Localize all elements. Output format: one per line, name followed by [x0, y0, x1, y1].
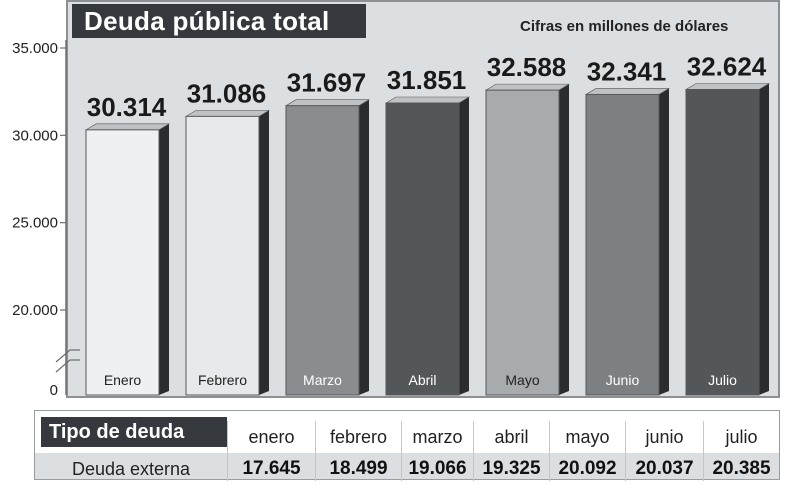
table-cell: 19.325: [473, 453, 549, 481]
table-cell: 19.066: [401, 453, 473, 481]
bar-value-label: 32.624: [687, 52, 767, 82]
bar-chart: 20.000 25.000 30.000 35.000 0 Enero 30.314 Febr…: [12, 40, 771, 399]
y-tick-label: 20.000: [12, 302, 58, 319]
bar-side: [459, 97, 469, 395]
month-header: julio: [703, 421, 779, 453]
chart-title: Deuda pública total: [72, 4, 366, 38]
bar: [85, 129, 160, 396]
y-tick-label: 25.000: [12, 215, 58, 232]
bar-value-label: 31.697: [287, 68, 367, 98]
bar-top: [684, 83, 771, 90]
bar: [385, 102, 460, 396]
bar-top: [484, 83, 571, 91]
bar-value-label: 31.086: [187, 78, 267, 108]
bar: [585, 93, 660, 396]
y-tick-label: 0: [50, 382, 58, 399]
axis-break-marker: [55, 359, 80, 373]
table-header-label: Tipo de deuda: [41, 417, 227, 447]
month-header: febrero: [315, 421, 401, 453]
table-cell: 20.385: [703, 453, 779, 481]
bar-top: [84, 123, 171, 131]
bar-value-label: 31.851: [387, 65, 467, 95]
table-cell: 20.092: [549, 453, 625, 481]
chart-subtitle: Cifras en millones de dólares: [520, 18, 729, 35]
debt-table: Tipo de deuda enero febrero marzo abril …: [34, 410, 780, 481]
table-cell: 20.037: [625, 453, 703, 481]
axis-break-marker: [55, 349, 80, 363]
bar-category-label: Marzo: [303, 372, 342, 388]
bar-top: [184, 110, 271, 117]
bar-side: [659, 88, 669, 396]
y-tick-label: 35.000: [12, 40, 58, 57]
bar-value-label: 30.314: [87, 92, 167, 122]
bar-top: [584, 88, 671, 95]
bar-top: [384, 96, 471, 104]
bar-category-label: Mayo: [505, 372, 539, 388]
bar-top: [284, 99, 371, 106]
bar-category-label: Julio: [708, 372, 737, 388]
bar-side: [259, 110, 269, 395]
bar-category-label: Abril: [408, 372, 436, 388]
bar-side: [159, 123, 169, 395]
bar-category-label: Junio: [606, 372, 640, 388]
row-label: Deuda externa: [71, 459, 191, 479]
bar-value-label: 32.588: [487, 52, 567, 82]
y-tick-label: 30.000: [12, 127, 58, 144]
bar-side: [759, 83, 769, 396]
table-cell: 17.645: [227, 453, 315, 481]
bar: [685, 89, 760, 396]
bar-category-label: Enero: [104, 372, 142, 388]
bar: [185, 115, 260, 396]
bar: [285, 105, 360, 396]
month-header: marzo: [401, 421, 473, 453]
month-header: enero: [227, 421, 315, 453]
bar-category-label: Febrero: [198, 372, 247, 388]
bar: [485, 89, 560, 396]
bar-value-label: 32.341: [587, 56, 667, 86]
table-cell: 18.499: [315, 453, 401, 481]
month-header: mayo: [549, 421, 625, 453]
bar-side: [559, 84, 569, 395]
month-header: junio: [625, 421, 703, 453]
bar-side: [359, 99, 369, 396]
month-header: abril: [473, 421, 549, 453]
